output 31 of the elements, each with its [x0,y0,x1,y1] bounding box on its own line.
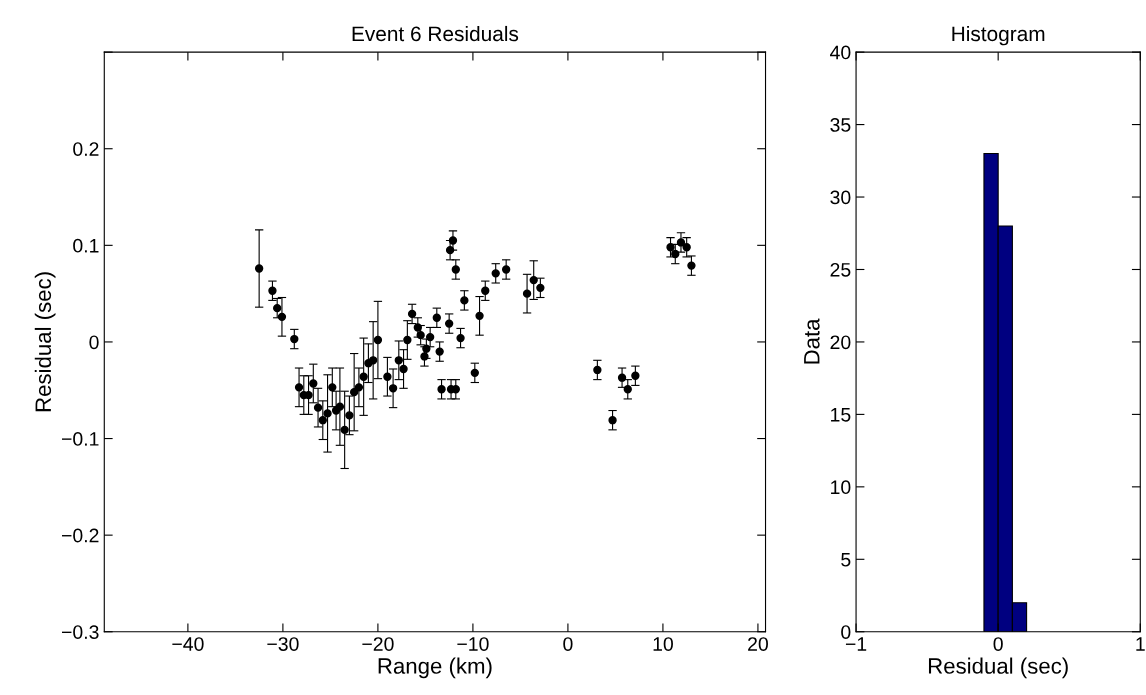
y-tick-label: −0.3 [62,625,99,639]
y-tick-label: 0.1 [73,238,99,253]
y-tick-label: 0.2 [73,142,99,156]
y-axis-title: Data [804,318,820,364]
x-tick-label: 0 [563,637,573,651]
x-tick-label: −10 [457,637,489,651]
y-tick-label: 30 [830,190,851,205]
y-tick-label: −0.1 [62,432,99,446]
y-tick-label: 15 [831,408,851,422]
chart-title: Event 6 Residuals [352,25,519,42]
y-tick-label: 5 [841,552,851,567]
y-tick-label: 40 [830,45,851,60]
x-axis-title: Range (km) [378,657,492,679]
x-tick-label: −20 [362,637,394,651]
y-tick-label: 35 [830,118,851,132]
y-tick-label: 0 [841,625,851,639]
y-tick-label: 10 [831,480,851,495]
x-tick-label: 20 [748,637,768,651]
y-tick-label: 25 [830,262,851,277]
y-tick-label: 0 [89,335,99,350]
y-tick-label: −0.2 [62,528,99,543]
x-tick-label: −1 [845,637,867,651]
x-tick-label: −40 [172,637,204,651]
x-tick-label: 0 [993,637,1003,651]
x-tick-label: −30 [267,637,299,651]
y-axis-title: Residual (sec) [34,272,56,412]
x-tick-label: 10 [653,637,673,651]
x-axis-title: Residual (sec) [928,657,1068,679]
y-tick-label: 20 [830,335,851,350]
x-tick-label: 1 [1136,637,1145,651]
chart-title: Histogram [952,25,1045,46]
